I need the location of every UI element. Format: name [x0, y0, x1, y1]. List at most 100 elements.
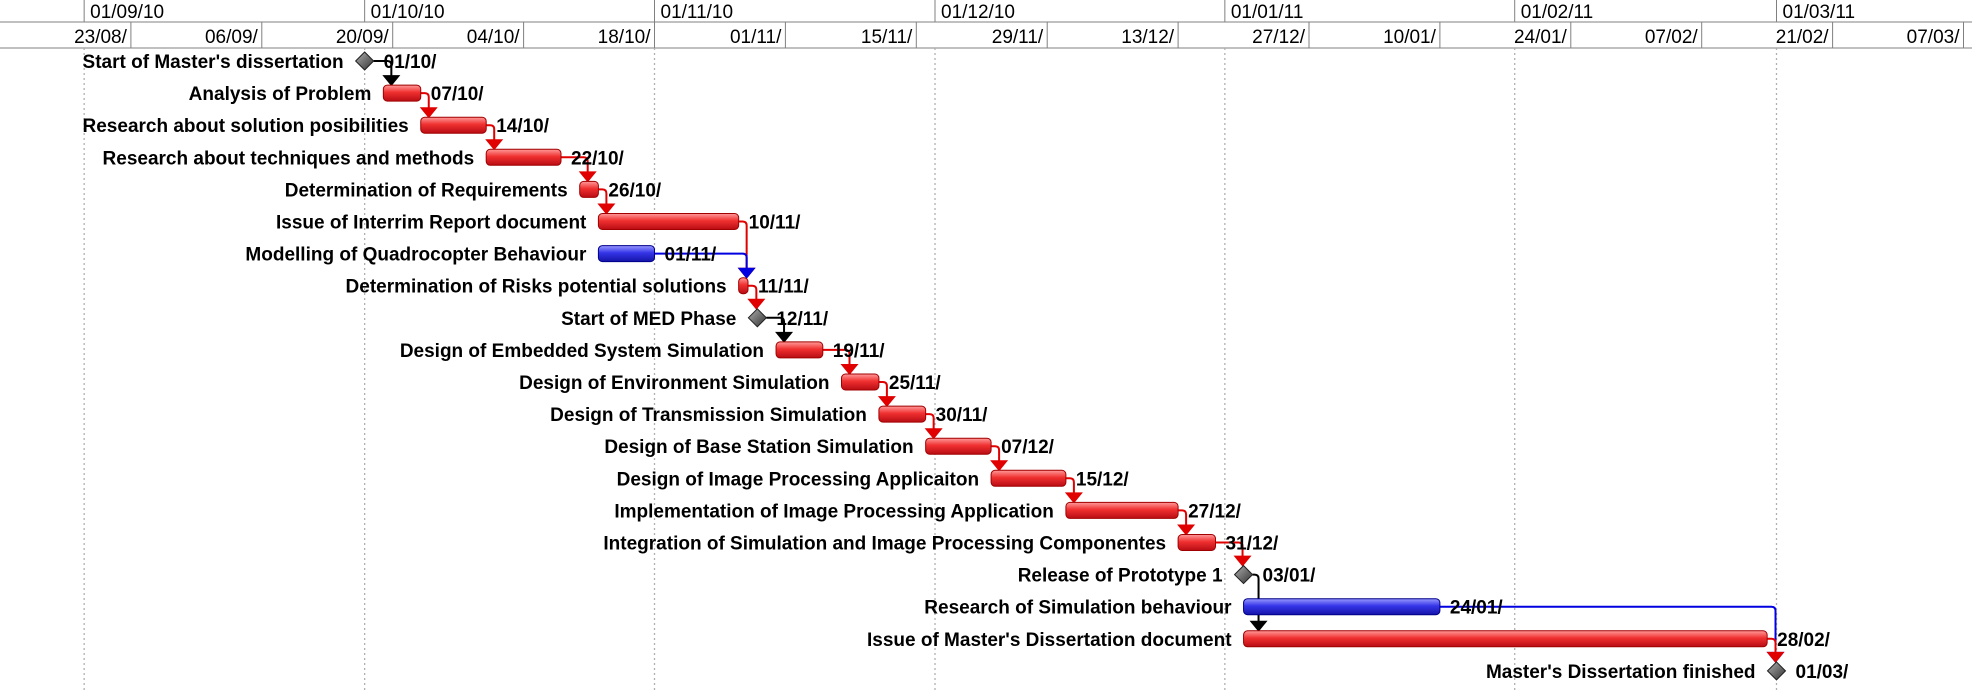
dependency-link	[1065, 477, 1075, 494]
task-name-label: Determination of Requirements	[285, 180, 568, 201]
task-bar	[579, 180, 599, 198]
dependency-link	[1439, 605, 1777, 653]
dependency-arrowhead	[924, 428, 943, 440]
task-name-label: Master's Dissertation finished	[1486, 662, 1756, 683]
dependency-arrowhead	[597, 203, 616, 215]
task-end-date-label: 25/11/	[889, 373, 941, 394]
month-tick-label: 01/01/11	[1231, 2, 1304, 23]
task-bar	[1177, 534, 1216, 551]
month-tick-label: 01/12/10	[941, 2, 1015, 23]
task-end-date-label: 11/11/	[758, 277, 809, 298]
dependency-link	[991, 445, 1001, 462]
task-bar	[925, 437, 992, 455]
dependency-link	[822, 348, 851, 365]
task-bar	[738, 277, 749, 295]
month-tick-label: 01/11/10	[661, 2, 734, 23]
task-name-label: Research about techniques and methods	[103, 148, 475, 169]
dependency-link	[598, 188, 608, 205]
task-end-date-label: 15/12/	[1076, 469, 1130, 490]
task-end-date-label: 01/03/	[1796, 662, 1850, 683]
dependency-link	[925, 413, 935, 430]
dependency-arrowhead	[1233, 555, 1252, 567]
task-end-date-label: 28/02/	[1777, 630, 1831, 651]
dependency-link	[738, 220, 748, 269]
task-end-date-label: 31/12/	[1226, 534, 1280, 555]
week-tick-label: 23/08/	[74, 27, 128, 48]
dependency-arrowhead	[578, 171, 597, 183]
task-bar	[841, 373, 880, 391]
task-name-label: Determination of Risks potential solutio…	[346, 277, 727, 298]
task-end-date-label: 19/11/	[833, 341, 885, 362]
task-name-label: Design of Embedded System Simulation	[400, 341, 764, 362]
task-end-date-label: 07/10/	[431, 84, 485, 105]
task-end-date-label: 24/01/	[1450, 598, 1504, 619]
task-name-label: Design of Transmission Simulation	[550, 405, 867, 426]
task-bar	[878, 405, 927, 423]
task-bar	[1243, 598, 1441, 616]
task-end-date-label: 27/12/	[1188, 501, 1242, 522]
week-tick-label: 04/10/	[467, 27, 521, 48]
milestone-marker	[1233, 564, 1254, 585]
week-tick-label: 18/10/	[598, 27, 652, 48]
task-name-label: Design of Environment Simulation	[519, 373, 829, 394]
task-end-date-label: 01/11/	[665, 245, 717, 266]
task-bar	[420, 116, 487, 134]
task-end-date-label: 26/10/	[608, 180, 662, 201]
milestone-marker	[747, 308, 768, 328]
dependency-arrowhead	[1249, 620, 1268, 632]
task-bar	[1065, 501, 1179, 519]
dependency-link	[748, 284, 758, 300]
task-end-date-label: 30/11/	[936, 405, 988, 426]
week-tick-label: 10/01/	[1383, 27, 1437, 48]
milestone-marker	[1766, 661, 1787, 681]
task-name-label: Issue of Interrim Report document	[276, 213, 587, 234]
task-name-label: Start of Master's dissertation	[83, 52, 344, 73]
task-end-date-label: 14/10/	[496, 116, 550, 137]
week-tick-label: 01/11/	[730, 27, 782, 48]
task-bar	[775, 341, 824, 359]
task-name-label: Start of MED Phase	[561, 309, 736, 330]
month-tick-label: 01/09/10	[90, 2, 164, 23]
dependency-arrowhead	[737, 267, 756, 279]
dependency-link	[1252, 573, 1260, 622]
task-bar	[1243, 630, 1768, 648]
dependency-arrowhead	[747, 298, 766, 310]
dependency-link	[1215, 541, 1244, 557]
month-tick-label: 01/03/11	[1783, 2, 1856, 23]
dependency-arrowhead	[1766, 651, 1785, 663]
task-bar	[597, 213, 740, 230]
task-name-label: Release of Prototype 1	[1018, 566, 1223, 587]
week-tick-label: 15/11/	[861, 27, 913, 48]
dependency-link	[373, 60, 393, 77]
dependency-link	[486, 124, 496, 141]
dependency-link	[1178, 509, 1188, 526]
task-name-label: Design of Image Processing Applicaiton	[617, 469, 979, 490]
week-tick-label: 20/09/	[336, 27, 390, 48]
month-gridlines	[83, 48, 1778, 690]
dependency-link	[766, 316, 786, 333]
dependency-links	[373, 60, 1785, 663]
month-tick-label: 01/10/10	[371, 2, 445, 23]
dependency-arrowhead	[1064, 492, 1083, 504]
dependency-arrowhead	[485, 139, 504, 151]
week-tick-label: 07/02/	[1645, 27, 1699, 48]
dependency-link	[561, 156, 589, 173]
task-name-label: Design of Base Station Simulation	[604, 437, 913, 458]
task-name-label: Modelling of Quadrocopter Behaviour	[245, 245, 587, 266]
dependency-link	[878, 381, 888, 398]
task-name-label: Integration of Simulation and Image Proc…	[603, 534, 1166, 555]
task-name-label: Research about solution posibilities	[83, 116, 409, 137]
dependency-arrowhead	[775, 331, 794, 343]
timescale-header: 01/09/10 01/10/10 01/11/10 01/12/10 01/01/11…	[0, 0, 1972, 49]
week-tick-label: 24/01/	[1514, 27, 1568, 48]
week-tick-label: 21/02/	[1776, 27, 1830, 48]
dependency-arrowhead	[877, 396, 896, 408]
week-tick-label: 29/11/	[992, 27, 1044, 48]
week-tick-label: 07/03/	[1907, 27, 1961, 48]
dependency-arrowhead	[382, 75, 401, 87]
task-bar	[597, 245, 656, 263]
dependency-arrowhead	[990, 460, 1009, 472]
task-name-label: Implementation of Image Processing Appli…	[614, 501, 1054, 522]
task-end-date-label: 22/10/	[571, 148, 625, 169]
